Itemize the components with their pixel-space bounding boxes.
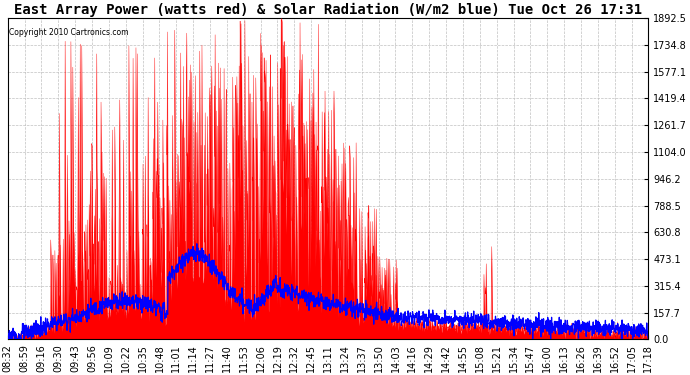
Text: Copyright 2010 Cartronics.com: Copyright 2010 Cartronics.com	[9, 28, 128, 37]
Title: East Array Power (watts red) & Solar Radiation (W/m2 blue) Tue Oct 26 17:31: East Array Power (watts red) & Solar Rad…	[14, 3, 642, 17]
